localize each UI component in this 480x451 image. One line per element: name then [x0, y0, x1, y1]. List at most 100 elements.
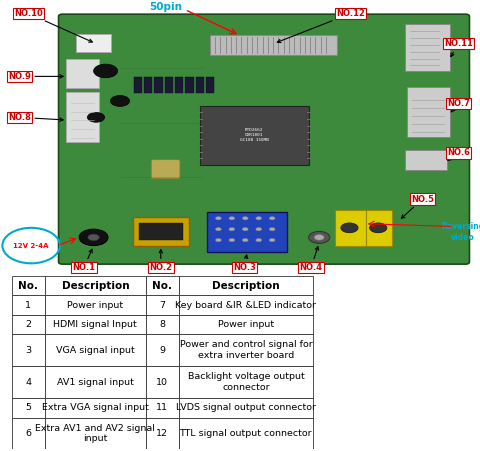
Text: 12: 12: [156, 429, 168, 438]
Bar: [146, 295, 179, 315]
Text: NO.6: NO.6: [447, 148, 470, 161]
Text: NO.4: NO.4: [300, 247, 323, 272]
Text: No.: No.: [152, 281, 172, 291]
FancyBboxPatch shape: [133, 217, 189, 246]
Circle shape: [269, 239, 275, 242]
Bar: [12, 315, 45, 334]
FancyBboxPatch shape: [151, 160, 180, 179]
Bar: [146, 276, 179, 295]
Text: NO.10: NO.10: [14, 9, 92, 42]
Circle shape: [309, 231, 330, 244]
Text: 7: 7: [159, 300, 166, 309]
Circle shape: [242, 216, 248, 220]
FancyBboxPatch shape: [405, 150, 447, 170]
FancyBboxPatch shape: [210, 35, 337, 55]
Text: 11: 11: [156, 403, 168, 412]
Text: Power input: Power input: [67, 300, 123, 309]
Bar: [179, 418, 313, 450]
FancyBboxPatch shape: [66, 60, 99, 88]
Text: 1: 1: [25, 300, 31, 309]
Bar: [45, 334, 146, 366]
Bar: [146, 366, 179, 398]
Circle shape: [216, 239, 221, 242]
Circle shape: [256, 228, 262, 231]
Text: RTD2662
CDR1801
GC10B 150MB: RTD2662 CDR1801 GC10B 150MB: [240, 129, 269, 142]
Bar: [179, 276, 313, 295]
Text: 3: 3: [25, 345, 31, 354]
Text: NO.2: NO.2: [149, 249, 172, 272]
Bar: [45, 295, 146, 315]
FancyBboxPatch shape: [206, 78, 214, 93]
FancyBboxPatch shape: [59, 14, 469, 264]
Circle shape: [269, 216, 275, 220]
Text: 2: 2: [25, 320, 31, 329]
Text: LVDS signal output connector: LVDS signal output connector: [176, 403, 316, 412]
FancyBboxPatch shape: [185, 78, 193, 93]
Text: Description: Description: [212, 281, 280, 291]
Bar: [12, 398, 45, 418]
Circle shape: [314, 235, 324, 240]
Text: NO.9: NO.9: [8, 72, 63, 81]
Bar: [179, 295, 313, 315]
FancyBboxPatch shape: [405, 24, 450, 72]
Bar: [179, 315, 313, 334]
FancyBboxPatch shape: [196, 78, 204, 93]
Text: NO.1: NO.1: [72, 249, 96, 272]
Circle shape: [370, 223, 387, 233]
Circle shape: [110, 96, 130, 106]
Circle shape: [256, 216, 262, 220]
Text: 12V 2-4A: 12V 2-4A: [13, 243, 49, 249]
Text: VGA signal input: VGA signal input: [56, 345, 135, 354]
Text: Key board &IR &LED indicator: Key board &IR &LED indicator: [175, 300, 316, 309]
FancyBboxPatch shape: [134, 78, 142, 93]
Text: Power input: Power input: [218, 320, 274, 329]
Bar: [179, 366, 313, 398]
Text: AV1 signal input: AV1 signal input: [57, 377, 134, 387]
Circle shape: [256, 239, 262, 242]
Circle shape: [229, 216, 235, 220]
Bar: [12, 334, 45, 366]
Text: NO.5: NO.5: [401, 195, 434, 218]
Circle shape: [229, 239, 235, 242]
FancyBboxPatch shape: [200, 106, 309, 165]
Circle shape: [242, 228, 248, 231]
FancyBboxPatch shape: [165, 78, 173, 93]
Text: NO.3: NO.3: [233, 255, 256, 272]
Circle shape: [94, 64, 118, 78]
Text: No.: No.: [18, 281, 38, 291]
Bar: [146, 398, 179, 418]
Circle shape: [229, 228, 235, 231]
Text: NO.12: NO.12: [277, 9, 365, 42]
Text: Reversing
video: Reversing video: [442, 222, 480, 242]
Bar: [45, 315, 146, 334]
FancyBboxPatch shape: [76, 33, 111, 52]
Text: 6: 6: [25, 429, 31, 438]
Circle shape: [341, 223, 358, 233]
FancyBboxPatch shape: [66, 92, 99, 143]
FancyBboxPatch shape: [175, 78, 183, 93]
Text: Extra VGA signal input: Extra VGA signal input: [42, 403, 149, 412]
Circle shape: [269, 228, 275, 231]
Bar: [45, 276, 146, 295]
Text: 8: 8: [159, 320, 166, 329]
Bar: [146, 334, 179, 366]
Bar: [12, 366, 45, 398]
Bar: [146, 418, 179, 450]
FancyBboxPatch shape: [207, 212, 287, 252]
Text: Power and control signal for
extra inverter board: Power and control signal for extra inver…: [180, 341, 312, 360]
FancyBboxPatch shape: [139, 223, 183, 240]
Text: 5: 5: [25, 403, 31, 412]
FancyBboxPatch shape: [144, 78, 152, 93]
FancyBboxPatch shape: [155, 78, 163, 93]
Text: NO.8: NO.8: [8, 113, 63, 122]
Circle shape: [216, 228, 221, 231]
Text: Description: Description: [61, 281, 129, 291]
Bar: [45, 418, 146, 450]
FancyBboxPatch shape: [407, 87, 450, 137]
Text: 9: 9: [159, 345, 166, 354]
Bar: [12, 295, 45, 315]
Text: 50pin: 50pin: [149, 2, 182, 12]
Text: TTL signal output connector: TTL signal output connector: [180, 429, 312, 438]
Circle shape: [88, 234, 99, 241]
Text: Extra AV1 and AV2 signal
input: Extra AV1 and AV2 signal input: [36, 424, 156, 443]
